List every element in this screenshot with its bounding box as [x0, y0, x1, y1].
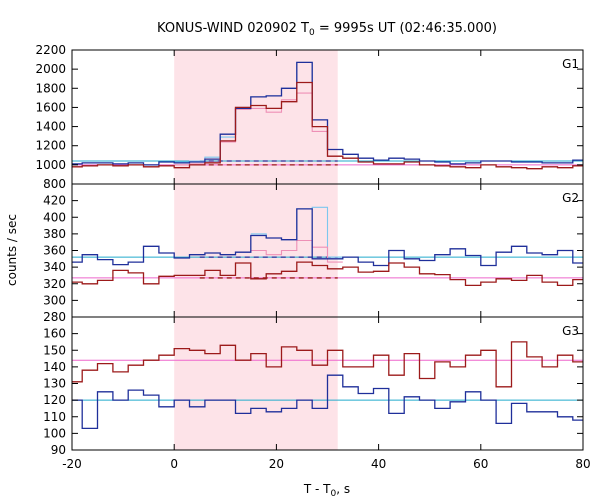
panel-label: G2 [562, 191, 579, 205]
xlabel-subscript: 0 [331, 489, 337, 499]
x-axis-label: T - T0, s [303, 482, 350, 499]
y-tick-label: 110 [43, 410, 66, 424]
y-tick-label: 1800 [35, 81, 66, 95]
y-tick-label: 1600 [35, 100, 66, 114]
y-tick-label: 420 [43, 194, 66, 208]
series-blue-step [72, 61, 583, 166]
panel-label: G1 [562, 57, 579, 71]
y-tick-label: 300 [43, 293, 66, 307]
title-main: KONUS-WIND 020902 T [157, 21, 309, 36]
y-tick-label: 130 [43, 377, 66, 391]
series-red-step [72, 81, 583, 170]
plot-area: 8001000120014001600180020002200G12803003… [35, 43, 591, 471]
series-pink-step [250, 239, 343, 263]
xlabel-main: T - T [303, 482, 331, 496]
series-group [72, 206, 583, 287]
y-tick-label: 340 [43, 260, 66, 274]
y-tick-label: 1400 [35, 120, 66, 134]
y-tick-label: 100 [43, 426, 66, 440]
title-rest: = 9995s UT (02:46:35.000) [315, 21, 497, 36]
xlabel-rest: , s [336, 482, 350, 496]
chart-title: KONUS-WIND 020902 T0 = 9995s UT (02:46:3… [157, 21, 497, 38]
panel-g1: 800 1000 1200 1400 1600 1800 2000 2200 G1 [35, 43, 584, 191]
x-tick-label: 60 [473, 457, 488, 471]
x-tick-label: 80 [575, 457, 590, 471]
panel-label: G3 [562, 324, 579, 338]
x-tick-label: 20 [269, 457, 284, 471]
y-tick-label: 800 [43, 177, 66, 191]
panel-g3: 90 100 110 120 130 140 150 160 G3 -20 0 20 40 60 80 [43, 316, 591, 471]
series-blue-step [72, 208, 583, 267]
y-tick-label: 400 [43, 210, 66, 224]
x-tick-label: -20 [62, 457, 82, 471]
panel-g2: 280 300 320 340 360 380 400 420 G2 [43, 183, 584, 324]
burst-interval-highlight [174, 317, 338, 450]
y-tick-label: 380 [43, 227, 66, 241]
series-red-step [72, 261, 583, 287]
x-tick-label: 40 [371, 457, 386, 471]
y-tick-label: 160 [43, 327, 66, 341]
x-tick-label: 0 [170, 457, 178, 471]
y-tick-label: 1200 [35, 139, 66, 153]
title-subscript: 0 [309, 28, 315, 38]
y-tick-label: 360 [43, 244, 66, 258]
series-red-step [72, 341, 583, 388]
y-tick-label: 120 [43, 393, 66, 407]
y-tick-label: 1000 [35, 158, 66, 172]
series-group [72, 341, 583, 430]
series-group [72, 61, 583, 170]
y-tick-label: 2000 [35, 62, 66, 76]
y-axis-label: counts / sec [5, 214, 19, 286]
y-tick-label: 320 [43, 277, 66, 291]
y-tick-label: 140 [43, 360, 66, 374]
y-tick-label: 150 [43, 343, 66, 357]
y-tick-label: 90 [51, 443, 66, 457]
y-tick-label: 2200 [35, 43, 66, 57]
series-blue-step [72, 374, 583, 430]
y-tick-label: 280 [43, 310, 66, 324]
